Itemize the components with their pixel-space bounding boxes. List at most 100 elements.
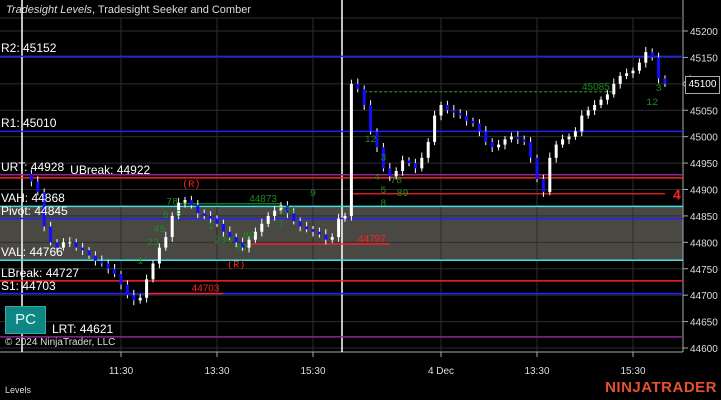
candle-body	[465, 115, 469, 121]
candle-body	[657, 57, 661, 79]
candle-body	[74, 242, 78, 248]
candle-body	[369, 104, 373, 132]
y-tick-label: 45050	[690, 106, 718, 117]
candle-body	[420, 157, 424, 169]
x-tick-label: 13:30	[204, 366, 229, 377]
candle-body	[541, 178, 545, 193]
signal-count: 78	[390, 176, 402, 187]
candle-body	[573, 131, 577, 137]
ninjatrader-logo: NINJATRADER	[605, 379, 717, 396]
candle-body	[535, 157, 539, 179]
candle-body	[452, 110, 456, 113]
signal-count: 9	[310, 189, 316, 200]
candle-body	[183, 200, 187, 203]
candle-body	[285, 205, 289, 214]
candle-body	[113, 268, 117, 275]
candle-body	[151, 263, 155, 280]
candle-body	[292, 213, 296, 222]
candle-body	[100, 260, 104, 264]
candle-body	[426, 141, 430, 158]
candle-body	[311, 229, 315, 232]
candle-body	[477, 123, 481, 132]
candle-body	[522, 139, 526, 142]
candle-body	[279, 205, 283, 211]
level-label: Pivot: 44845	[1, 204, 68, 218]
level-label: LBreak: 44727	[1, 266, 80, 280]
candle-body	[81, 247, 85, 251]
signal-count: 234	[214, 236, 232, 247]
signal-count: 23	[147, 238, 159, 249]
candle-body	[132, 295, 136, 301]
candle-body	[401, 160, 405, 172]
candle-body	[516, 136, 520, 140]
candle-body	[157, 247, 161, 264]
candle-body	[490, 141, 494, 148]
candle-body	[196, 205, 200, 214]
candle-body	[221, 223, 225, 232]
reversal-marker: (R)	[182, 179, 200, 191]
candle-body	[273, 210, 277, 216]
y-tick-label: 44650	[690, 318, 718, 329]
candle-body	[612, 83, 616, 95]
signal-count: 78	[166, 198, 178, 209]
pc-button[interactable]: PC	[5, 306, 46, 334]
candle-body	[260, 223, 264, 232]
signal-count: 1	[137, 256, 143, 267]
y-tick-label: 44750	[690, 265, 718, 276]
candle-body	[241, 242, 245, 248]
signal-count: 6	[163, 211, 169, 222]
candle-body	[599, 99, 603, 105]
y-tick-label: 44700	[690, 291, 718, 302]
candle-body	[407, 160, 411, 164]
level-label: URT: 44928	[1, 160, 65, 174]
x-tick-label: 4 Dec	[428, 366, 454, 377]
signal-count: 4	[374, 173, 380, 184]
candle-body	[618, 75, 622, 84]
candle-body	[554, 144, 558, 158]
level-label: R1: 45010	[1, 116, 57, 130]
candle-body	[362, 89, 366, 105]
candle-body	[337, 218, 341, 238]
candle-body	[266, 215, 270, 224]
x-tick-label: 15:30	[300, 366, 325, 377]
indicator-name-levels: Tradesight Levels	[6, 4, 93, 16]
candle-body	[177, 202, 181, 216]
x-tick-label: 11:30	[109, 366, 134, 377]
candle-body	[209, 215, 213, 219]
candle-body	[439, 104, 443, 116]
candle-body	[394, 171, 398, 177]
candle-body	[381, 147, 385, 169]
level-label: S1: 44703	[1, 279, 56, 293]
signal-count: 5	[380, 186, 386, 197]
candle-body	[145, 279, 149, 298]
candle-body	[605, 94, 609, 100]
candle-body	[87, 250, 91, 256]
candle-body	[484, 131, 488, 142]
candle-body	[138, 297, 142, 301]
candle-body	[625, 73, 629, 76]
candle-body	[637, 62, 641, 71]
candle-body	[228, 231, 232, 238]
y-tick-label: 45150	[690, 53, 718, 64]
signal-count: 234	[278, 206, 296, 217]
candle-body	[561, 139, 565, 145]
y-tick-label: 44600	[690, 344, 718, 355]
candle-body	[458, 112, 462, 116]
candle-body	[497, 144, 501, 148]
x-tick-label: 13:30	[524, 366, 549, 377]
last-price-marker: 45100	[685, 76, 720, 94]
y-tick-label: 45000	[690, 133, 718, 144]
chart-title: Tradesight Levels, Tradesight Seeker and…	[6, 4, 251, 16]
candle-body	[445, 104, 449, 111]
candle-body	[36, 181, 40, 193]
indicator-names: , Tradesight Seeker and Comber	[92, 4, 251, 16]
candle-body	[61, 242, 65, 248]
candle-body	[298, 221, 302, 227]
y-tick-label: 44800	[690, 238, 718, 249]
candle-body	[529, 141, 533, 158]
candle-body	[644, 52, 648, 63]
candle-body	[42, 192, 46, 227]
signal-count: 89	[243, 231, 255, 242]
candle-body	[343, 215, 347, 219]
